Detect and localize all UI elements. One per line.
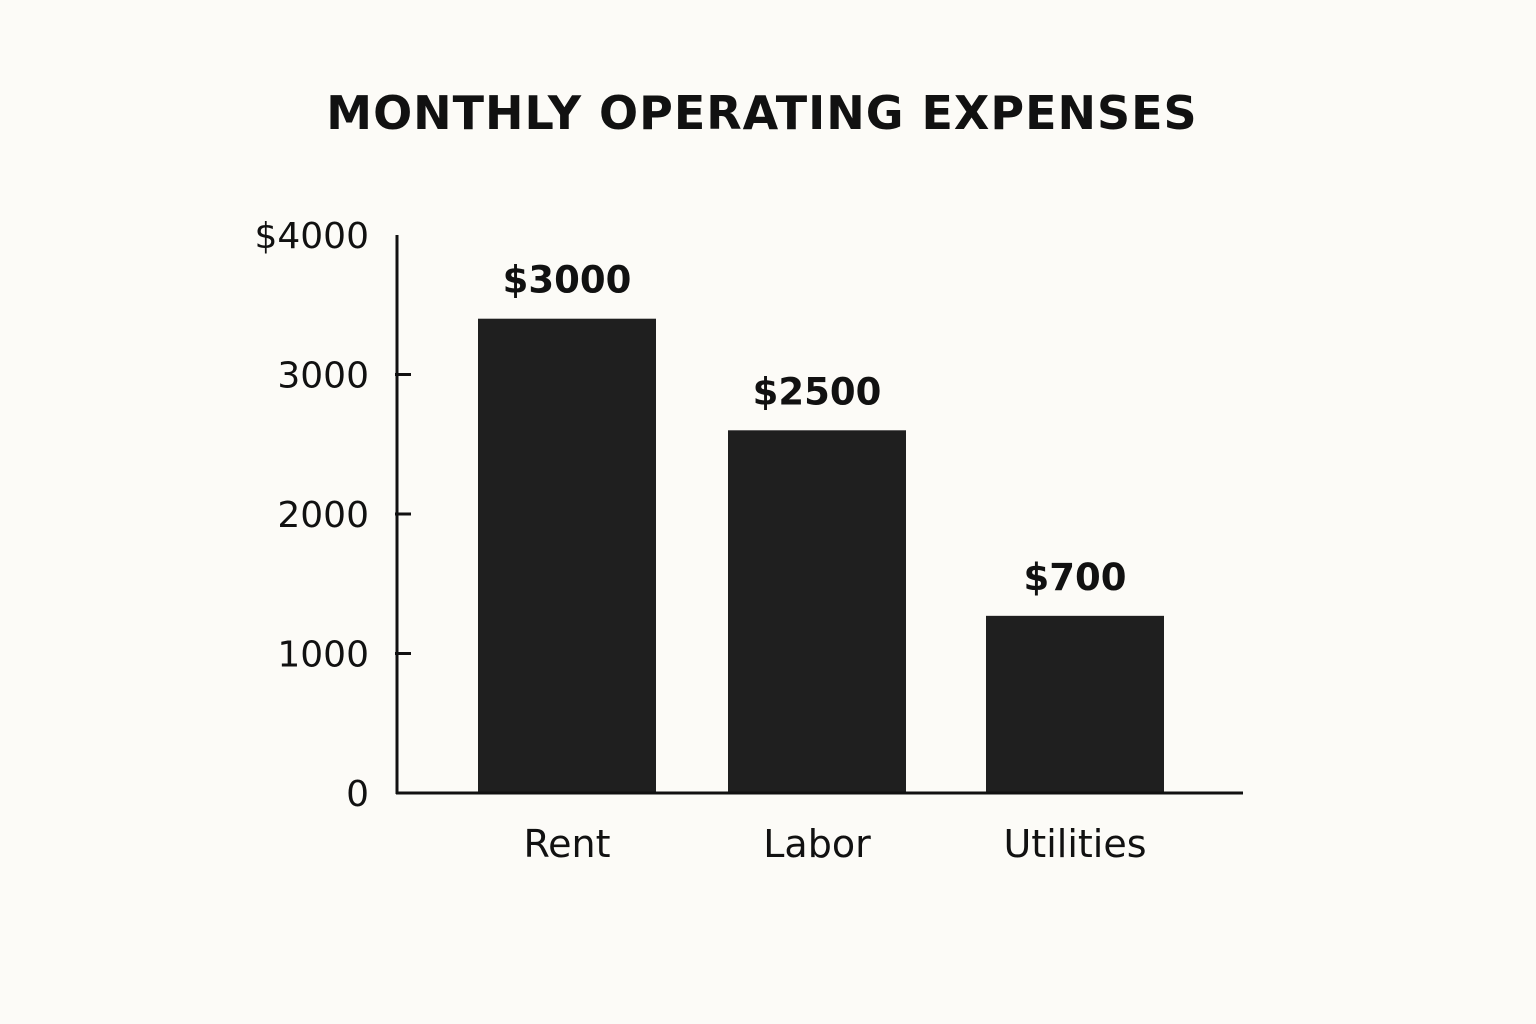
y-tick-label: 3000 — [277, 356, 369, 397]
chart-title: MONTHLY OPERATING EXPENSES — [326, 86, 1198, 140]
data-label-rent: $3000 — [503, 259, 632, 302]
axes-layer: 0 1000 2000 3000 $4000 — [254, 216, 1243, 815]
y-tick-label: 0 — [346, 774, 369, 815]
x-tick-label-rent: Rent — [523, 822, 610, 866]
x-tick-label-utilities: Utilities — [1003, 822, 1146, 866]
labels-layer: $3000 Rent $2500 Labor $700 Utilities — [503, 259, 1147, 866]
y-tick-label: 2000 — [277, 495, 369, 536]
x-tick-label-labor: Labor — [763, 822, 871, 866]
bars-layer — [478, 318, 1164, 793]
y-tick-label: $4000 — [254, 216, 369, 257]
bar-rent — [478, 318, 656, 793]
y-tick-label: 1000 — [277, 635, 369, 676]
bar-labor — [728, 430, 906, 793]
data-label-labor: $2500 — [753, 370, 882, 413]
data-label-utilities: $700 — [1024, 556, 1127, 599]
bar-utilities — [986, 615, 1164, 793]
